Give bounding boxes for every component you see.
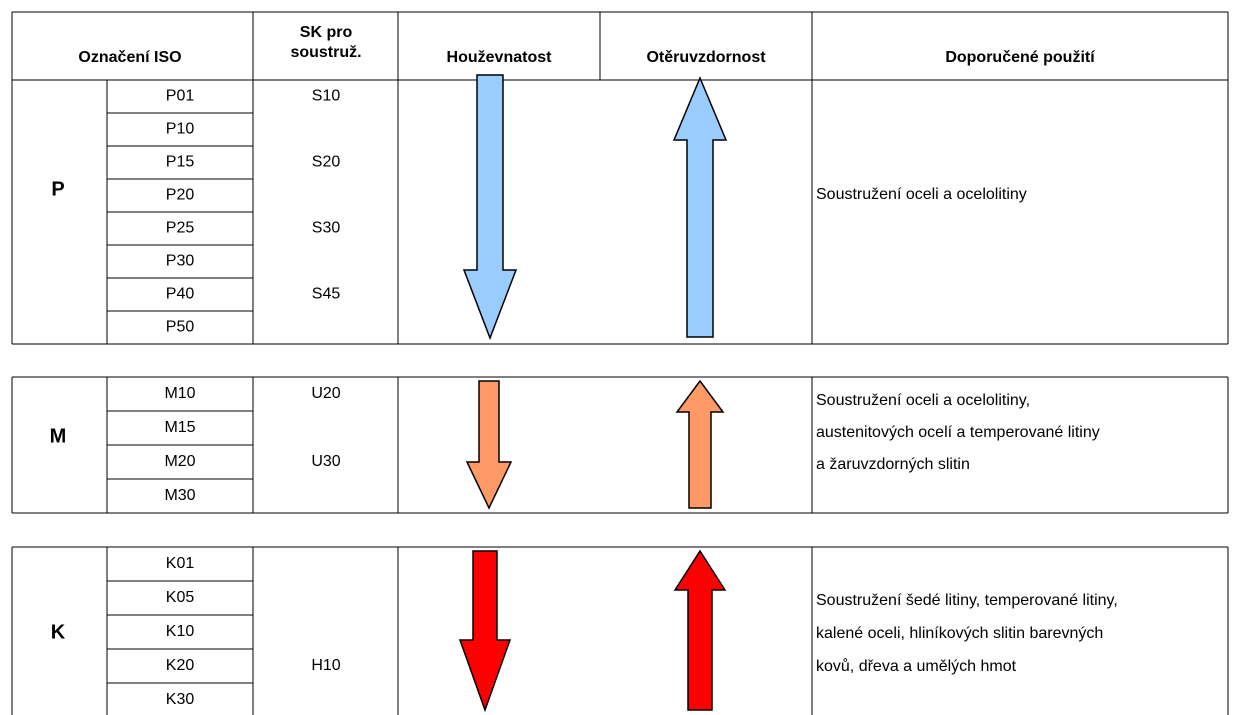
iso-code: M10 bbox=[164, 385, 195, 402]
header-cell: Doporučené použití bbox=[945, 49, 1095, 66]
toughness-arrow bbox=[465, 380, 513, 510]
iso-code: P10 bbox=[166, 121, 195, 138]
usage-text: Soustružení oceli a ocelolitiny bbox=[816, 186, 1027, 203]
iso-code: K05 bbox=[166, 589, 195, 606]
header-cell: soustruž. bbox=[290, 44, 361, 61]
iso-code: M15 bbox=[164, 419, 195, 436]
wear-arrow bbox=[672, 76, 728, 338]
usage-text: kalené oceli, hliníkových slitin barevný… bbox=[816, 625, 1103, 642]
header: Označení ISO SK pro soustruž. Houževnato… bbox=[11, 11, 1229, 81]
iso-code: P15 bbox=[166, 154, 195, 171]
sk-code: S20 bbox=[312, 154, 341, 171]
sk-code: S30 bbox=[312, 220, 341, 237]
wear-arrow bbox=[675, 379, 725, 509]
iso-code: P50 bbox=[166, 319, 195, 336]
iso-code: P40 bbox=[166, 286, 195, 303]
header-cell: Houževnatost bbox=[447, 49, 553, 66]
iso-code: P30 bbox=[166, 253, 195, 270]
toughness-arrow bbox=[458, 550, 512, 713]
sk-code: H10 bbox=[311, 657, 340, 674]
iso-code: K20 bbox=[166, 657, 195, 674]
header-cell: Otěruvzdornost bbox=[646, 49, 766, 66]
usage-text: kovů, dřeva a umělých hmot bbox=[816, 657, 1017, 675]
iso-code: K10 bbox=[166, 623, 195, 640]
sk-code: S45 bbox=[312, 286, 341, 303]
group-letter: K bbox=[51, 621, 66, 643]
sk-code: S10 bbox=[312, 88, 341, 105]
wear-arrow bbox=[673, 549, 727, 711]
toughness-arrow bbox=[462, 74, 518, 341]
group-letter: P bbox=[51, 178, 64, 200]
iso-code: P25 bbox=[166, 220, 195, 237]
iso-code: P20 bbox=[166, 187, 195, 204]
sk-code: U20 bbox=[311, 385, 340, 402]
iso-code: K01 bbox=[166, 555, 195, 572]
sk-code: U30 bbox=[311, 453, 340, 470]
iso-code: K30 bbox=[166, 691, 195, 708]
usage-text: austenitových ocelí a temperované litiny bbox=[816, 424, 1100, 441]
usage-text: Soustružení šedé litiny, temperované lit… bbox=[816, 592, 1118, 609]
iso-code: M20 bbox=[164, 453, 195, 470]
iso-code: P01 bbox=[166, 88, 195, 105]
header-cell: Označení ISO bbox=[78, 49, 181, 66]
group-letter: M bbox=[50, 425, 67, 447]
usage-text: Soustružení oceli a ocelolitiny, bbox=[816, 392, 1030, 409]
iso-code: M30 bbox=[164, 487, 195, 504]
header-cell: SK pro bbox=[300, 24, 353, 41]
usage-text: a žaruvzdorných slitin bbox=[816, 456, 970, 473]
